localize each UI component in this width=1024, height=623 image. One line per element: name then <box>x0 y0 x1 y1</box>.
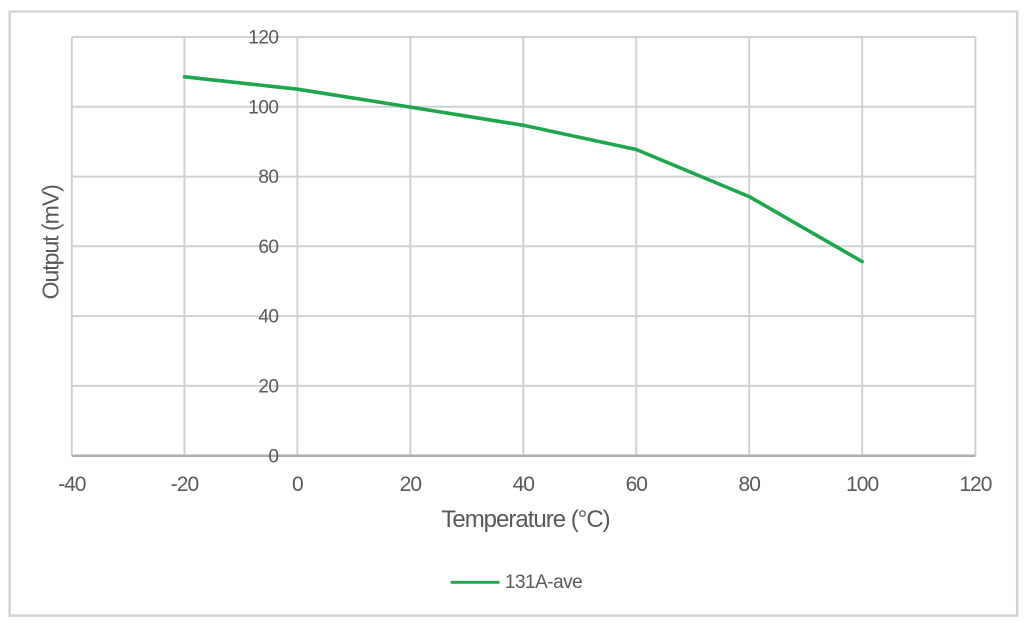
svg-text:0: 0 <box>268 446 278 467</box>
svg-text:-20: -20 <box>171 473 199 496</box>
svg-text:120: 120 <box>959 473 991 496</box>
svg-text:40: 40 <box>513 473 535 496</box>
svg-text:20: 20 <box>400 473 422 496</box>
svg-text:0: 0 <box>292 473 303 496</box>
svg-text:100: 100 <box>248 97 278 118</box>
svg-text:131A-ave: 131A-ave <box>505 572 582 593</box>
svg-text:100: 100 <box>846 473 878 496</box>
svg-text:20: 20 <box>258 377 278 398</box>
svg-text:Output (mV): Output (mV) <box>38 185 64 300</box>
svg-text:80: 80 <box>258 167 278 188</box>
svg-text:60: 60 <box>258 237 278 258</box>
svg-text:40: 40 <box>258 307 278 328</box>
svg-text:120: 120 <box>248 28 278 49</box>
svg-text:Temperature (°C): Temperature (°C) <box>441 506 609 533</box>
svg-text:-40: -40 <box>58 473 86 496</box>
svg-text:80: 80 <box>739 473 761 496</box>
svg-text:60: 60 <box>626 473 648 496</box>
